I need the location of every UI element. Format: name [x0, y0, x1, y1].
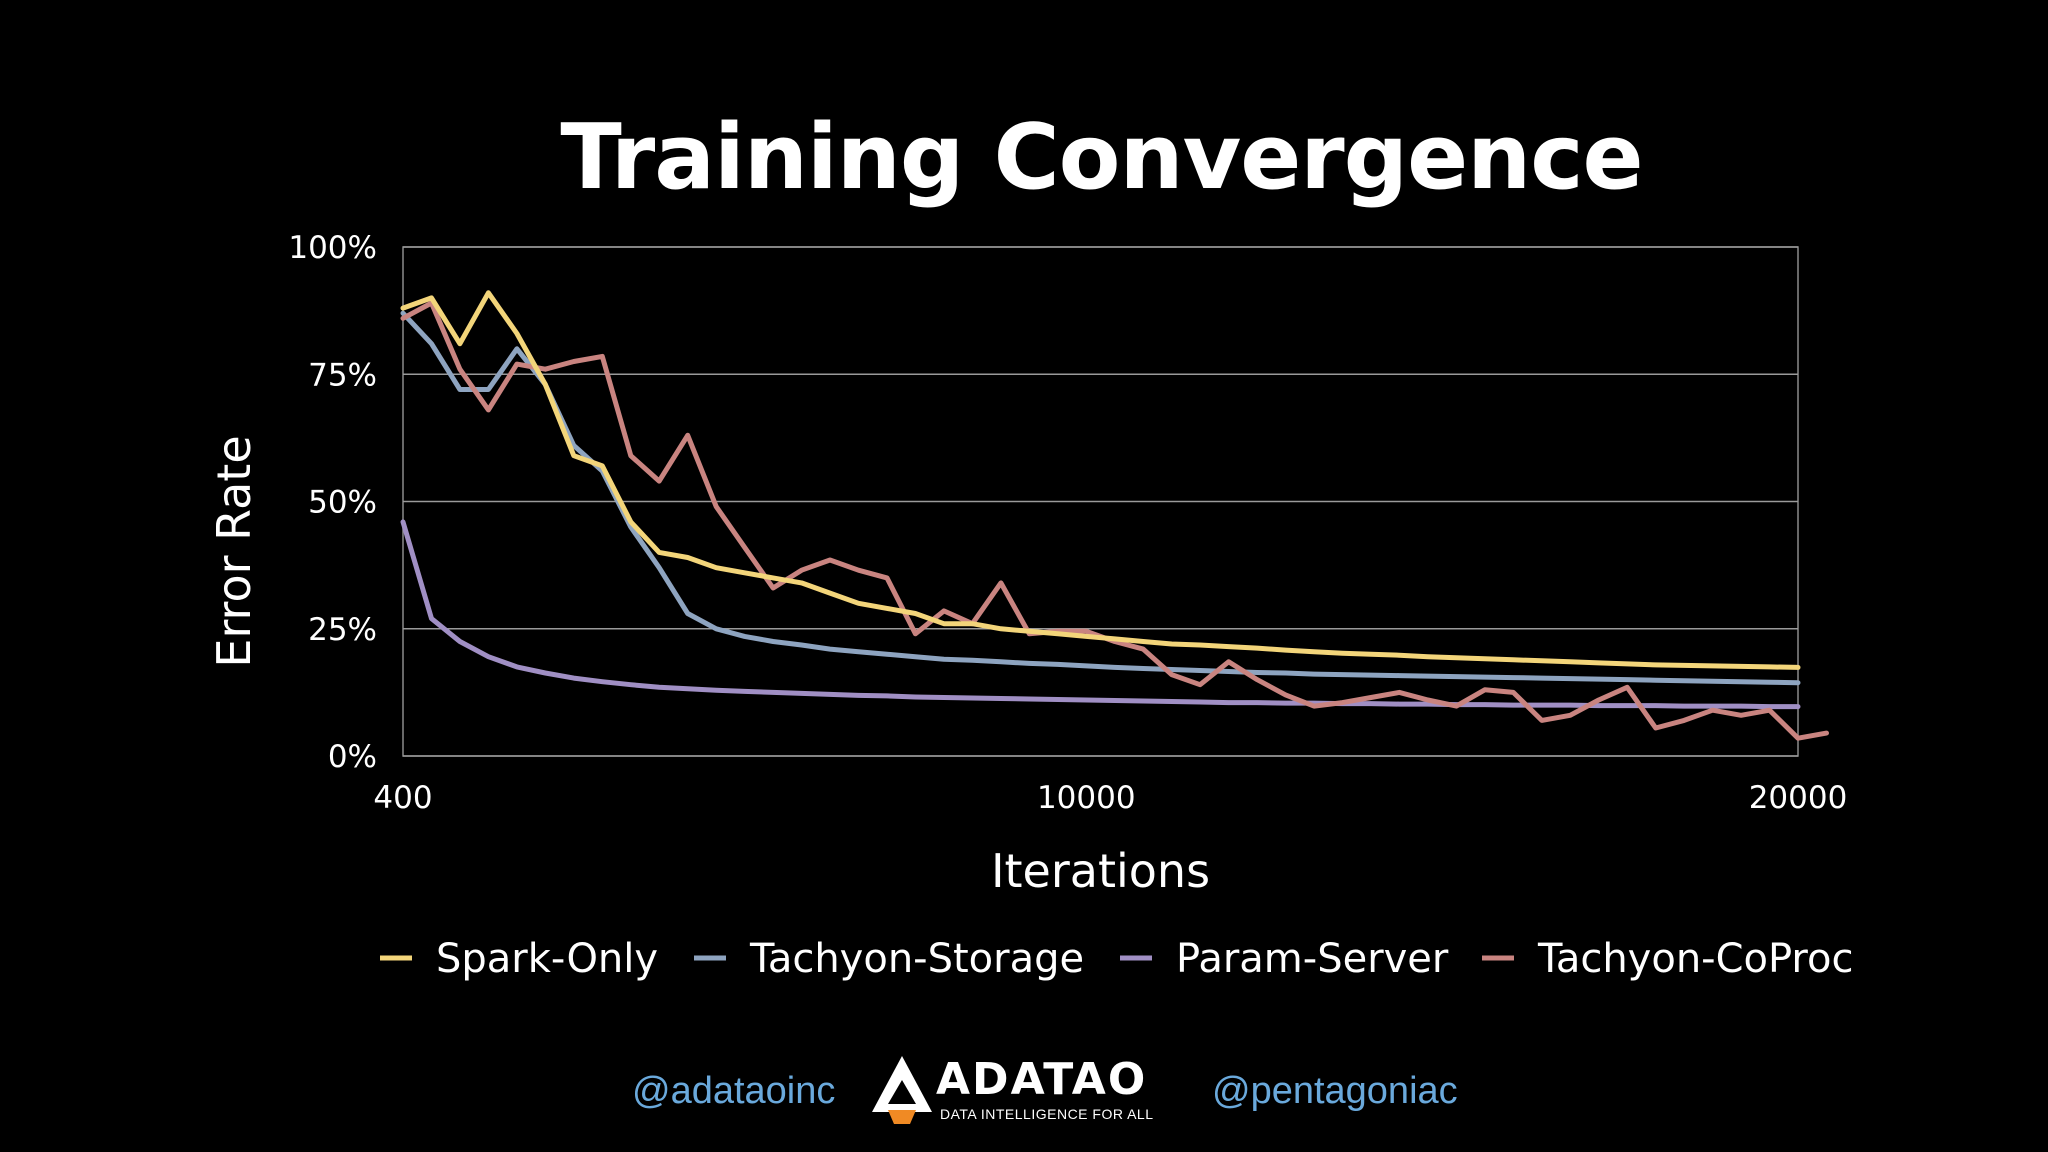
series-line-spark-only — [400, 290, 1801, 670]
x-tick-label: 10000 — [1037, 780, 1136, 816]
series-line-param-server — [400, 519, 1801, 710]
y-tick-label: 75% — [308, 357, 377, 393]
chart-title: Training Convergence — [560, 105, 1643, 210]
chart: 0% 25% 50% 75% 100% 400 10000 20000 Iterations Er… — [207, 230, 1853, 982]
logo-text: ADATAO — [936, 1054, 1148, 1105]
series-line-tachyon-coproc — [400, 300, 1829, 741]
legend-label: Tachyon-Storage — [749, 936, 1084, 982]
legend-item: Spark-Only — [380, 936, 658, 982]
logo-mark-icon — [872, 1056, 932, 1124]
x-tick-label: 20000 — [1749, 780, 1848, 816]
legend-item: Param-Server — [1120, 936, 1449, 982]
y-tick-label: 100% — [288, 230, 377, 266]
y-tick-label: 0% — [328, 739, 377, 775]
series-line-tachyon-storage — [400, 310, 1801, 686]
logo-tagline: DATA INTELLIGENCE FOR ALL — [940, 1106, 1154, 1122]
legend-label: Tachyon-CoProc — [1537, 936, 1853, 982]
footer: @adataoinc ADATAO DATA INTELLIGENCE FOR … — [0, 1050, 2048, 1130]
x-axis-label: Iterations — [991, 844, 1210, 898]
adatao-logo: ADATAO DATA INTELLIGENCE FOR ALL — [870, 1054, 1180, 1130]
twitter-handle-left[interactable]: @adataoinc — [632, 1070, 836, 1112]
legend-label: Param-Server — [1176, 936, 1449, 982]
twitter-handle-right[interactable]: @pentagoniac — [1212, 1070, 1458, 1112]
y-tick-label: 50% — [308, 485, 377, 521]
y-tick-label: 25% — [308, 612, 377, 648]
legend-item: Tachyon-CoProc — [1482, 936, 1853, 982]
x-tick-label: 400 — [373, 780, 432, 816]
legend-item: Tachyon-Storage — [694, 936, 1084, 982]
legend-label: Spark-Only — [436, 936, 658, 982]
y-axis-label: Error Rate — [207, 435, 261, 667]
